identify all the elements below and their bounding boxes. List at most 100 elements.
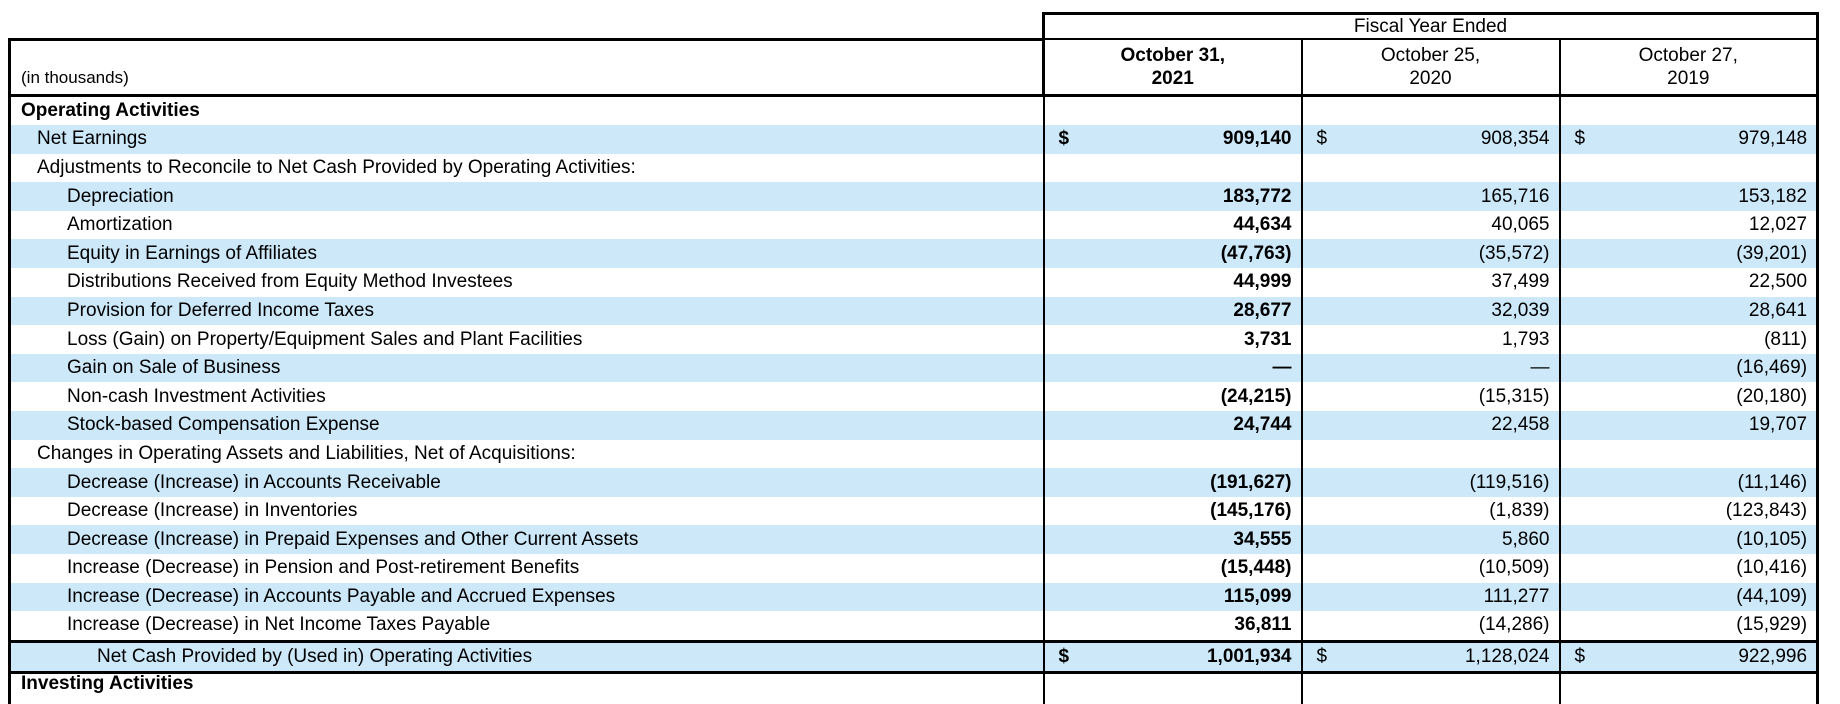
table-row: Decrease (Increase) in Accounts Receivab…: [8, 468, 1820, 497]
value-cell: 37,499: [1300, 268, 1560, 297]
row-label: Increase (Decrease) in Net Income Taxes …: [8, 611, 1044, 642]
row-label: Non-cash Investment Activities: [8, 382, 1044, 412]
row-label: Loss (Gain) on Property/Equipment Sales …: [8, 325, 1044, 354]
table-row: Increase (Decrease) in Pension and Post-…: [8, 554, 1820, 583]
value-cell: (39,201): [1558, 239, 1820, 269]
value-cell: (16,469): [1558, 353, 1820, 383]
value-cell: (145,176): [1042, 496, 1302, 526]
value-cell: (15,315): [1300, 382, 1560, 412]
fiscal-year-header-row: Fiscal Year Ended: [10, 12, 1820, 40]
row-label: Operating Activities: [8, 95, 1044, 126]
value-cell: (15,929): [1558, 611, 1820, 642]
value-cell: 40,065: [1300, 210, 1560, 240]
row-label: Provision for Deferred Income Taxes: [8, 296, 1044, 326]
value-cell: 153,182: [1558, 182, 1820, 211]
value-cell: 22,500: [1558, 268, 1820, 297]
value-cell: (35,572): [1300, 239, 1560, 269]
row-label: Decrease (Increase) in Accounts Receivab…: [8, 468, 1044, 497]
table-row: Adjustments to Reconcile to Net Cash Pro…: [8, 153, 1820, 183]
value-cell: [1042, 153, 1302, 183]
table-row: Non-cash Investment Activities (24,215) (1…: [8, 382, 1820, 412]
row-label: Equity in Earnings of Affiliates: [8, 239, 1044, 269]
value-cell: 165,716: [1300, 182, 1560, 211]
table-row: Net Earnings $909,140 $908,354 $979,148: [8, 125, 1820, 154]
row-label: Stock-based Compensation Expense: [8, 411, 1044, 440]
table-row: Equity in Earnings of Affiliates (47,763)…: [8, 239, 1820, 269]
value-cell: 183,772: [1042, 182, 1302, 211]
value-cell: [1558, 153, 1820, 183]
currency-symbol: $: [1574, 128, 1586, 150]
value-cell: (47,763): [1042, 239, 1302, 269]
value-cell: —: [1300, 353, 1560, 383]
table-row: Operating Activities: [8, 95, 1820, 126]
column-header-2021: October 31, 2021: [1042, 39, 1302, 97]
value-cell: 28,641: [1558, 296, 1820, 326]
value-text: 922,996: [1738, 646, 1808, 668]
value-cell: (44,109): [1558, 582, 1820, 612]
value-cell: [1558, 672, 1820, 704]
value-cell: $922,996: [1558, 639, 1820, 675]
value-cell: 3,731: [1042, 325, 1302, 354]
value-cell: [1558, 95, 1820, 126]
value-cell: (10,416): [1558, 554, 1820, 583]
value-cell: 28,677: [1042, 296, 1302, 326]
currency-symbol: $: [1058, 128, 1070, 150]
value-cell: [1300, 153, 1560, 183]
table-row: Provision for Deferred Income Taxes 28,67…: [8, 296, 1820, 326]
table-row: Depreciation 183,772 165,716 153,182: [8, 182, 1820, 211]
table-row: Stock-based Compensation Expense 24,744 22…: [8, 411, 1820, 440]
value-cell: 24,744: [1042, 411, 1302, 440]
value-cell: [1300, 95, 1560, 126]
row-label: Amortization: [8, 210, 1044, 240]
value-cell: 36,811: [1042, 611, 1302, 642]
value-cell: $908,354: [1300, 125, 1560, 154]
value-cell: 12,027: [1558, 210, 1820, 240]
value-cell: 44,999: [1042, 268, 1302, 297]
value-cell: [1042, 439, 1302, 469]
row-label: Depreciation: [8, 182, 1044, 211]
value-cell: 32,039: [1300, 296, 1560, 326]
value-cell: 115,099: [1042, 582, 1302, 612]
row-label: Distributions Received from Equity Metho…: [8, 268, 1044, 297]
value-cell: (123,843): [1558, 496, 1820, 526]
table-row: Amortization 44,634 40,065 12,027: [8, 210, 1820, 240]
table-row: Loss (Gain) on Property/Equipment Sales …: [8, 325, 1820, 354]
value-cell: (24,215): [1042, 382, 1302, 412]
value-cell: 5,860: [1300, 525, 1560, 554]
currency-symbol: $: [1316, 646, 1328, 668]
currency-symbol: $: [1574, 646, 1586, 668]
currency-symbol: $: [1316, 128, 1328, 150]
row-label: Increase (Decrease) in Pension and Post-…: [8, 554, 1044, 583]
column-header-row: (in thousands) October 31, 2021 October …: [8, 37, 1820, 97]
value-cell: —: [1042, 353, 1302, 383]
value-text: 1,128,024: [1464, 646, 1550, 668]
column-header-line1: October 31,: [1120, 44, 1226, 66]
row-label: Decrease (Increase) in Inventories: [8, 496, 1044, 526]
value-cell: (11,146): [1558, 468, 1820, 497]
value-cell: (119,516): [1300, 468, 1560, 497]
column-header-line1: October 25,: [1380, 44, 1481, 66]
table-row: Distributions Received from Equity Metho…: [8, 268, 1820, 297]
value-cell: (10,105): [1558, 525, 1820, 554]
value-cell: [1042, 672, 1302, 704]
value-cell: 44,634: [1042, 210, 1302, 240]
value-cell: (191,627): [1042, 468, 1302, 497]
table-row: Increase (Decrease) in Net Income Taxes …: [8, 611, 1820, 642]
row-label: Gain on Sale of Business: [8, 353, 1044, 383]
value-text: 909,140: [1222, 128, 1292, 150]
value-cell: $1,128,024: [1300, 639, 1560, 675]
value-cell: 34,555: [1042, 525, 1302, 554]
table-row: Increase (Decrease) in Accounts Payable …: [8, 582, 1820, 612]
column-header-2020: October 25, 2020: [1300, 39, 1560, 97]
value-cell: 1,793: [1300, 325, 1560, 354]
currency-symbol: $: [1058, 646, 1070, 668]
column-header-line2: 2019: [1667, 67, 1710, 89]
table-row: Gain on Sale of Business — — (16,469): [8, 353, 1820, 383]
value-cell: $909,140: [1042, 125, 1302, 154]
value-cell: (20,180): [1558, 382, 1820, 412]
table-row: Changes in Operating Assets and Liabilit…: [8, 439, 1820, 469]
column-header-line2: 2021: [1151, 67, 1194, 89]
row-label: Investing Activities: [8, 672, 1044, 704]
value-cell: (1,839): [1300, 496, 1560, 526]
